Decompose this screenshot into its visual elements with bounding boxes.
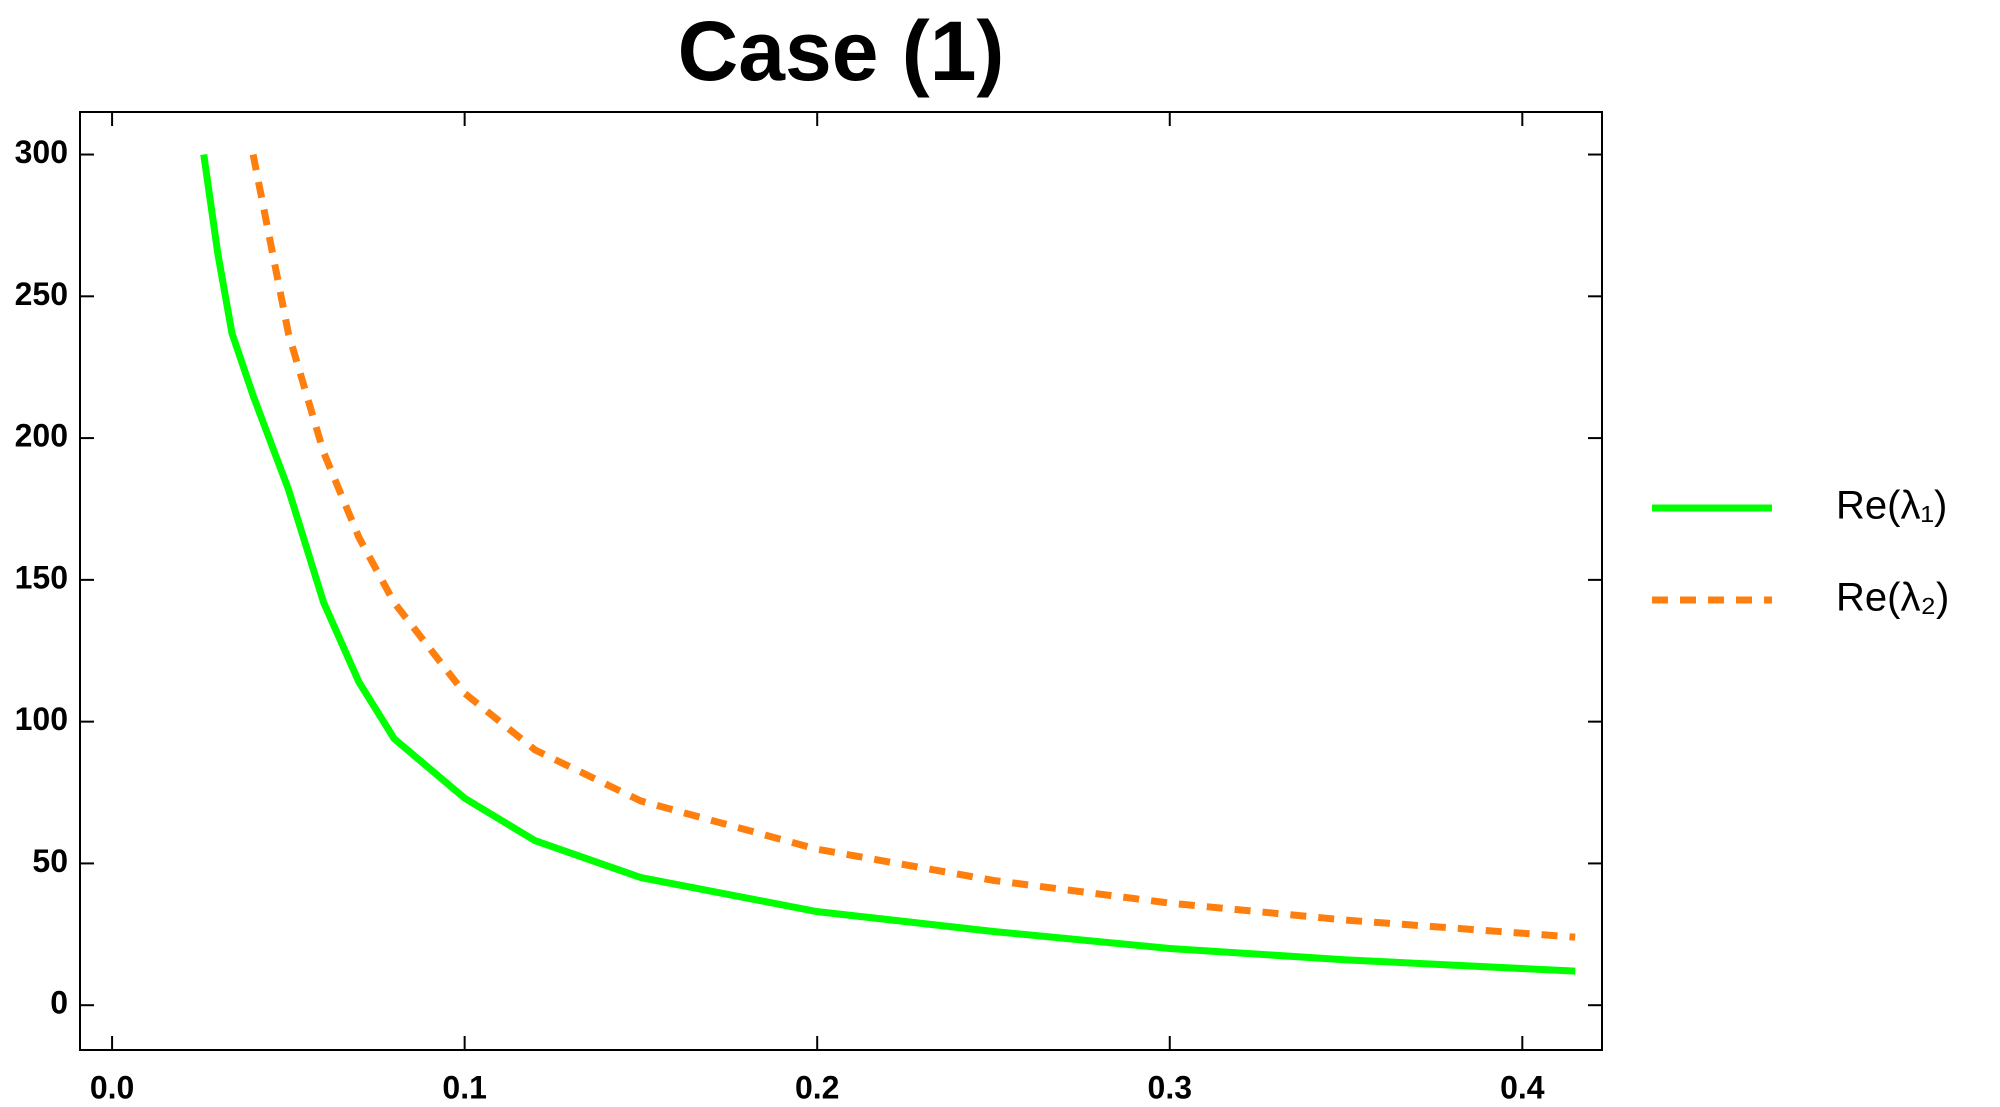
plot-frame bbox=[79, 111, 1603, 1051]
series-line bbox=[200, 154, 1576, 975]
x-tick-label: 0.1 bbox=[442, 1069, 486, 1105]
legend-label: Re(λ₁) bbox=[1836, 484, 1947, 528]
y-tick-label: 100 bbox=[15, 701, 68, 737]
y-tick-label: 50 bbox=[32, 843, 68, 879]
x-tick-label: 0.3 bbox=[1148, 1069, 1192, 1105]
y-tick-label: 300 bbox=[15, 134, 68, 170]
legend-label: Re(λ₂) bbox=[1836, 576, 1949, 620]
x-tick-label: 0.4 bbox=[1500, 1069, 1545, 1105]
y-tick-label: 0 bbox=[50, 985, 68, 1021]
series-line bbox=[249, 153, 1576, 941]
y-tick-label: 200 bbox=[15, 418, 68, 454]
chart-title: Case (1) bbox=[678, 4, 1005, 98]
y-tick-label: 250 bbox=[15, 276, 68, 312]
x-tick-label: 0.2 bbox=[795, 1069, 839, 1105]
y-tick-label: 150 bbox=[15, 559, 68, 595]
x-tick-label: 0.0 bbox=[90, 1069, 134, 1105]
